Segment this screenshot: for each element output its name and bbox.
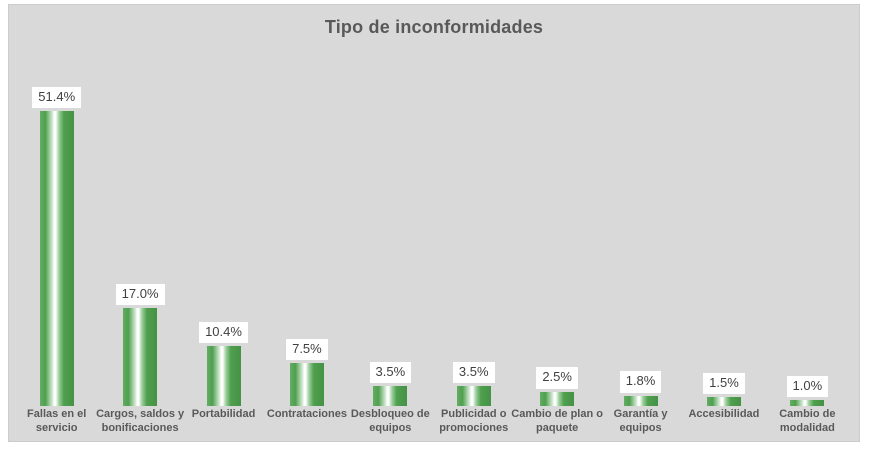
bar-column: 1.8% xyxy=(599,371,682,406)
bar-column: 17.0% xyxy=(98,284,181,406)
bar xyxy=(790,400,825,406)
category-label: Contrataciones xyxy=(266,408,347,420)
chart-title: Tipo de inconformidades xyxy=(324,17,544,37)
category-label-cell: Portabilidad xyxy=(182,407,265,421)
value-label: 3.5% xyxy=(452,361,495,383)
bar-column: 2.5% xyxy=(515,367,598,406)
value-label: 7.5% xyxy=(286,338,328,360)
category-label: Desbloqueo de equipos xyxy=(350,408,430,435)
value-label: 2.5% xyxy=(536,367,578,389)
bar-column: 3.5% xyxy=(432,361,515,406)
category-label-cell: Cambio de modalidad xyxy=(766,407,849,436)
bar xyxy=(289,362,324,406)
bar xyxy=(456,385,491,406)
bar xyxy=(706,397,741,406)
bar xyxy=(206,346,241,406)
category-label: Garantía y equipos xyxy=(613,408,668,435)
category-label-cell: Publicidad o promociones xyxy=(432,407,515,436)
category-label-cell: Garantía y equipos xyxy=(599,407,682,436)
bar-column: 7.5% xyxy=(265,338,348,406)
category-label: Portabilidad xyxy=(191,408,256,420)
bar xyxy=(540,391,575,406)
value-label: 17.0% xyxy=(115,284,165,306)
category-label: Cambio de plan o paquete xyxy=(511,408,603,435)
plot-area: 51.4% 17.0% 10.4% 7.5% 3.5% 3.5% 2.5% 1.8% 1.5% 1… xyxy=(15,57,849,406)
category-label-cell: Accesibilidad xyxy=(682,407,765,421)
bar xyxy=(39,111,74,406)
category-label-cell: Desbloqueo de equipos xyxy=(349,407,432,436)
category-label-cell: Cambio de plan o paquete xyxy=(511,407,603,436)
category-label: Cargos, saldos y bonificaciones xyxy=(96,408,185,435)
value-label: 10.4% xyxy=(199,322,248,344)
value-label: 1.5% xyxy=(703,373,745,395)
category-label: Accesibilidad xyxy=(688,408,760,420)
bar-column: 3.5% xyxy=(349,361,432,406)
value-label: 1.0% xyxy=(786,376,829,398)
bar xyxy=(623,395,658,406)
category-label: Cambio de modalidad xyxy=(779,408,836,435)
bar-column: 1.0% xyxy=(766,376,849,406)
bar-column: 51.4% xyxy=(15,86,98,406)
category-label: Publicidad o promociones xyxy=(439,408,509,435)
bar xyxy=(373,385,408,406)
bar-column: 10.4% xyxy=(182,322,265,406)
bar-column: 1.5% xyxy=(682,373,765,406)
category-axis: Fallas en el servicio Cargos, saldos y bo… xyxy=(15,407,849,437)
value-label: 51.4% xyxy=(32,86,82,108)
category-label-cell: Cargos, saldos y bonificaciones xyxy=(96,407,184,436)
bar xyxy=(123,308,158,406)
category-label-cell: Fallas en el servicio xyxy=(15,407,98,436)
chart-canvas: Tipo de inconformidades 51.4% 17.0% 10.4% 7… xyxy=(8,4,860,442)
value-label: 3.5% xyxy=(369,361,412,383)
category-label: Fallas en el servicio xyxy=(27,408,87,435)
category-label-cell: Contrataciones xyxy=(265,407,348,421)
value-label: 1.8% xyxy=(619,371,662,393)
